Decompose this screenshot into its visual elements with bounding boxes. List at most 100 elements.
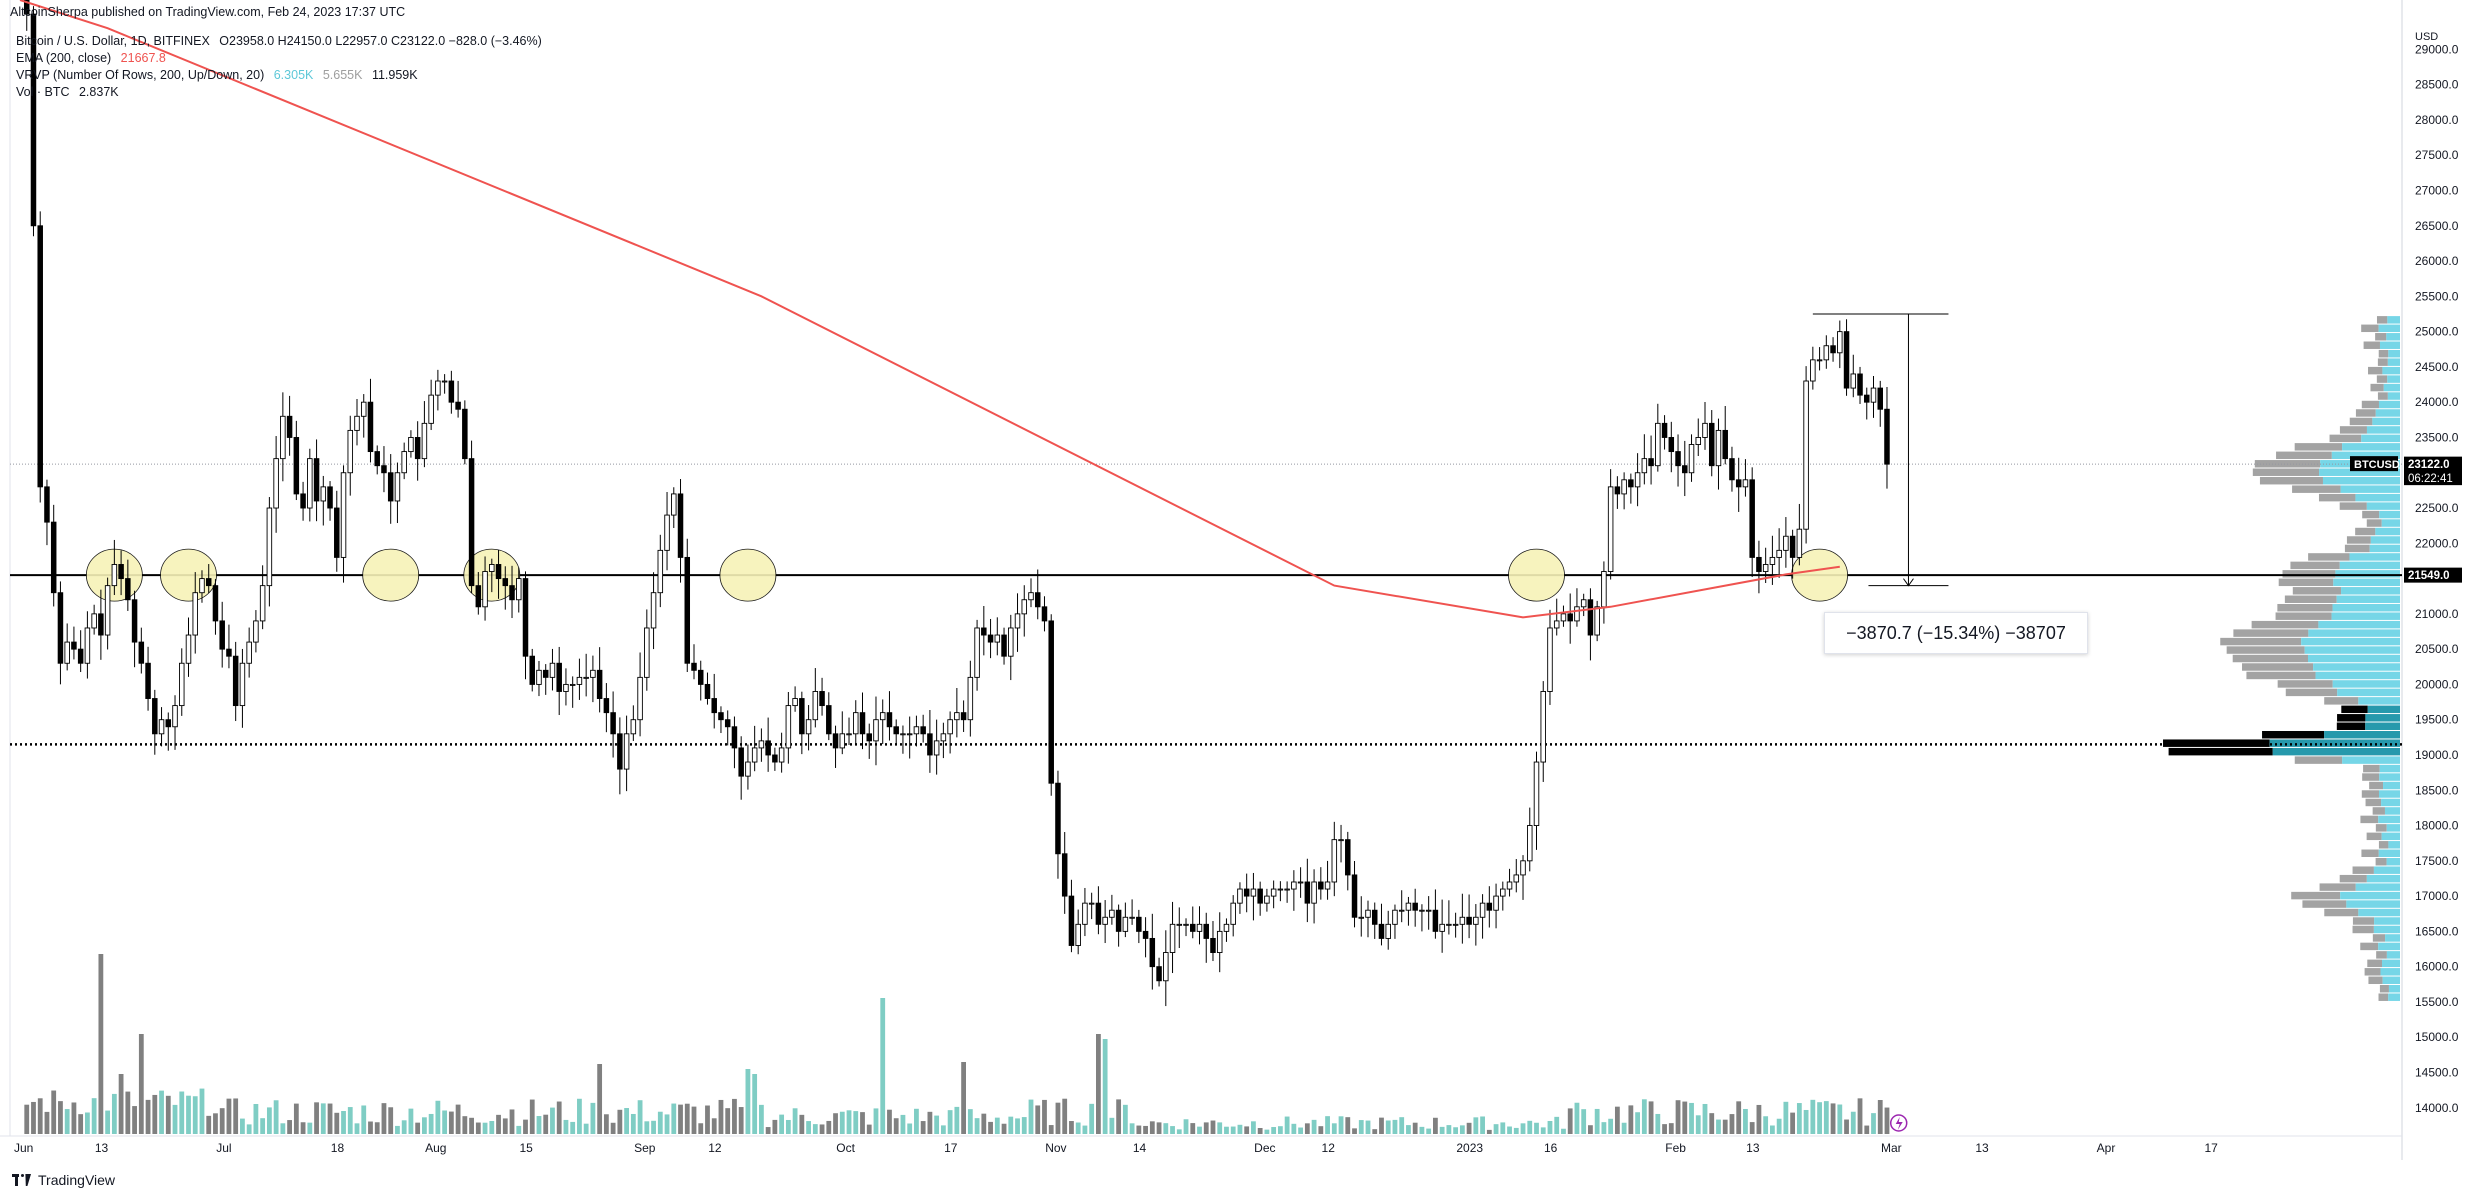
highlight-ellipse[interactable] xyxy=(1791,548,1848,602)
candle-body xyxy=(1088,902,1095,905)
y-tick-label: 14000.0 xyxy=(2415,1101,2459,1115)
lightning-icon[interactable] xyxy=(1889,1114,1908,1132)
candle xyxy=(199,570,205,603)
candle xyxy=(1115,904,1122,947)
candle-body xyxy=(1432,909,1439,932)
candle-body xyxy=(542,669,549,678)
vrvp-up-bar xyxy=(2370,536,2400,544)
vrvp-up-bar xyxy=(2375,409,2400,417)
candle-body xyxy=(313,458,320,502)
candle xyxy=(1729,446,1735,492)
candle xyxy=(1500,881,1506,911)
x-axis[interactable]: Jun 13 Jul 18 Aug 15 Sep 12 Oct 17 Nov 14 Dec 12 2023 1… xyxy=(14,1141,2218,1155)
candle xyxy=(1371,902,1378,939)
candle xyxy=(1446,900,1452,935)
volume-bar xyxy=(179,1091,185,1134)
candle-body xyxy=(455,401,461,410)
symbol-legend[interactable]: Bitcoin / U.S. Dollar, 1D, BITFINEX O239… xyxy=(16,33,542,49)
candle xyxy=(906,716,913,759)
vrvp-down-bar xyxy=(2375,824,2387,832)
x-tick-label: 12 xyxy=(708,1141,722,1155)
candle-body xyxy=(1371,909,1378,925)
candle-body xyxy=(1553,620,1560,629)
candle xyxy=(799,691,805,755)
candle xyxy=(205,564,212,594)
vrvp-up-bar xyxy=(2382,366,2400,375)
y-tick-label: 19000.0 xyxy=(2415,748,2459,762)
vrvp-down-bar xyxy=(2318,493,2356,502)
candle-body xyxy=(1351,874,1358,918)
footer[interactable]: TradingView xyxy=(12,1172,115,1188)
candle xyxy=(1479,894,1486,939)
vrvp-up-bar xyxy=(2386,857,2400,866)
candle xyxy=(751,725,758,772)
candle-body xyxy=(179,662,185,707)
volume-bar xyxy=(1399,1117,1405,1134)
measure-tool[interactable] xyxy=(1812,313,1949,587)
volume-bar xyxy=(118,1074,124,1134)
lightning-bolt-icon xyxy=(1895,1117,1903,1130)
symbol-badge: BTCUSD xyxy=(2350,456,2400,472)
highlight-ellipse[interactable] xyxy=(719,548,777,602)
measure-arrow-icon xyxy=(1903,578,1914,587)
candle-body xyxy=(205,578,212,587)
candle xyxy=(940,722,947,759)
vrvp-up-bar xyxy=(2333,578,2400,587)
candle xyxy=(1264,888,1270,912)
ema-legend[interactable]: EMA (200, close) 21667.8 xyxy=(16,50,166,66)
last-price-badge: 23122.0 xyxy=(2404,456,2462,472)
vrvp-down-bar xyxy=(2308,553,2350,561)
volume-bar xyxy=(1385,1120,1391,1134)
candle xyxy=(879,699,886,745)
volume-legend[interactable]: Vol · BTC 2.837K xyxy=(16,84,119,100)
candle xyxy=(307,448,313,522)
vrvp-down-bar xyxy=(2363,764,2380,773)
volume-bar xyxy=(651,1120,656,1134)
volume-bar xyxy=(24,1104,30,1134)
vrvp-legend[interactable]: VRVP (Number Of Rows, 200, Up/Down, 20) … xyxy=(16,67,418,83)
highlight-ellipse[interactable] xyxy=(160,548,217,602)
candle-body xyxy=(1634,472,1641,488)
candle xyxy=(57,581,64,685)
candle-body xyxy=(1533,761,1540,826)
symbol-text: Bitcoin / U.S. Dollar, 1D, BITFINEX xyxy=(16,34,210,48)
candle-body xyxy=(1425,909,1432,912)
volume-bar xyxy=(213,1113,218,1134)
volume-bar xyxy=(543,1114,549,1134)
candle xyxy=(1648,435,1654,485)
vrvp-down-bar xyxy=(2324,697,2359,705)
volume-bar xyxy=(1318,1126,1324,1134)
candle xyxy=(1082,887,1088,937)
volume-bar xyxy=(1237,1124,1243,1134)
volume-bar xyxy=(947,1110,953,1134)
volume-bar xyxy=(51,1090,57,1134)
vrvp-up-bar xyxy=(2379,341,2400,349)
vrvp-up-bar xyxy=(2331,612,2400,620)
candle xyxy=(1230,895,1236,937)
y-axis[interactable]: 14000.0 14500.0 15000.0 15500.0 16000.0 16500… xyxy=(2415,31,2459,1115)
candle-body xyxy=(610,712,616,735)
candle xyxy=(1614,476,1621,509)
volume-bar xyxy=(159,1090,164,1134)
volume-bar xyxy=(1743,1108,1748,1134)
candle-body xyxy=(1068,895,1075,946)
highlight-ellipse[interactable] xyxy=(1508,548,1565,602)
candle-body xyxy=(1682,465,1688,474)
candle-body xyxy=(772,754,778,763)
highlight-ellipse[interactable] xyxy=(362,548,420,602)
candle-body xyxy=(859,712,866,735)
candle-body xyxy=(1857,373,1863,396)
volume-bar xyxy=(961,1062,966,1134)
candle-body xyxy=(1735,479,1742,488)
candle xyxy=(603,683,610,733)
published-line: AltcoinSherpa published on TradingView.c… xyxy=(10,4,409,20)
vrvp-down-bar xyxy=(2262,730,2325,739)
candle-body xyxy=(724,719,731,728)
candle-body xyxy=(50,521,57,594)
candle-body xyxy=(603,698,610,714)
candle-body xyxy=(1675,451,1681,467)
candle-body xyxy=(1567,613,1573,622)
candle-body xyxy=(367,401,374,453)
volume-bar xyxy=(280,1123,286,1134)
